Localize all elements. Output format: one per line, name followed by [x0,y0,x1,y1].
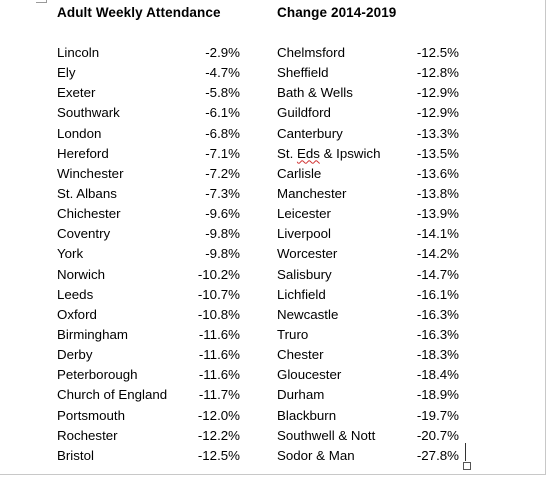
diocese-name: Derby [57,347,93,363]
diocese-name: Norwich [57,266,106,282]
diocese-name: Southwell & Nott [277,427,376,443]
diocese-name: Hereford [57,145,109,161]
diocese-name: Blackburn [277,407,337,423]
diocese-name: Salisbury [277,266,332,282]
attendance-change-value: -11.6% [198,347,240,363]
right-heading: Change 2014-2019 [277,5,397,20]
left-heading: Adult Weekly Attendance [57,5,221,20]
attendance-change-value: -18.9% [416,387,459,403]
attendance-change-value: -9.8% [205,226,240,242]
diocese-name: Southwark [57,105,120,121]
diocese-name: Sodor & Man [277,447,355,463]
attendance-change-value: -11.7% [198,387,240,403]
diocese-name: York [57,246,84,262]
resize-handle[interactable] [463,462,471,470]
diocese-name: St. Albans [57,185,117,201]
attendance-change-value: -10.8% [197,306,240,322]
attendance-change-value: -2.9% [205,45,240,60]
diocese-name: Leicester [277,206,331,222]
attendance-change-value: -5.8% [205,85,240,101]
diocese-name: Carlisle [277,165,322,181]
diocese-name: Gloucester [277,367,342,383]
diocese-name: Bath & Wells [277,85,353,101]
attendance-change-value: -14.1% [416,226,459,242]
diocese-name: Newcastle [277,306,339,322]
attendance-change-value: -11.6% [198,326,240,342]
attendance-change-value: -9.8% [205,246,240,262]
diocese-name: Durham [277,387,325,403]
attendance-change-value: -12.5% [197,447,240,463]
attendance-change-value: -18.3% [416,347,459,363]
diocese-name: Winchester [57,165,124,181]
attendance-change-value: -13.6% [416,165,459,181]
attendance-change-value: -12.0% [197,407,240,423]
attendance-change-value: -12.2% [197,427,240,443]
diocese-name: Exeter [57,85,96,101]
attendance-change-value: -13.9% [416,206,459,222]
text-boundary-mark [36,0,47,3]
attendance-change-value: -27.8% [416,447,459,463]
attendance-change-value: -12.8% [416,65,459,81]
attendance-change-value: -20.7% [416,427,459,443]
diocese-name: Chelmsford [277,45,345,60]
attendance-change-value: -10.2% [197,266,240,282]
attendance-change-value: -12.5% [416,45,459,60]
diocese-name: St. Eds & Ipswich [277,145,381,161]
attendance-change-value: -6.1% [205,105,240,121]
attendance-change-value: -14.7% [416,266,459,282]
diocese-name: Guildford [277,105,331,121]
diocese-name: Birmingham [57,326,128,342]
diocese-name: Peterborough [57,367,138,383]
diocese-name: Chester [277,347,324,363]
attendance-change-value: -18.4% [416,367,459,383]
diocese-name: Sheffield [277,65,329,81]
attendance-change-value: -10.7% [197,286,240,302]
spelling-error-underline[interactable]: Eds [296,145,320,161]
diocese-name: London [57,125,102,141]
text-cursor [465,443,466,461]
page-border-right [545,0,546,475]
diocese-name: Bristol [57,447,94,463]
attendance-change-value: -16.3% [416,306,459,322]
right-names-column: Chelmsford Sheffield Bath & Wells Guildford… [277,43,380,466]
page-border-bottom [0,474,545,475]
diocese-name: Liverpool [277,226,331,242]
attendance-change-value: -13.8% [416,185,459,201]
attendance-change-value: -6.8% [205,125,240,141]
diocese-name: Oxford [57,306,97,322]
left-values-column: -2.9% -4.7% -5.8% -6.1% -6.8% -7.1% -7.2% -7.3%… [196,43,240,466]
attendance-change-value: -11.6% [198,367,240,383]
diocese-name: Manchester [277,185,347,201]
diocese-name: Canterbury [277,125,343,141]
attendance-change-value: -12.9% [416,85,459,101]
diocese-name: Truro [277,326,309,342]
attendance-change-value: -7.2% [205,165,240,181]
diocese-name: Lincoln [57,45,100,60]
attendance-change-value: -19.7% [416,407,459,423]
attendance-change-value: -4.7% [205,65,240,81]
attendance-change-value: -14.2% [416,246,459,262]
left-names-column: Lincoln Ely Exeter Southwark London Hereford W… [57,43,167,466]
attendance-change-value: -13.3% [416,125,459,141]
diocese-name: Church of England [57,387,168,403]
attendance-change-value: -7.1% [205,145,240,161]
right-values-column: -12.5% -12.8% -12.9% -12.9% -13.3% -13.5% -13.… [412,43,459,466]
attendance-change-value: -16.1% [416,286,459,302]
diocese-name: Coventry [57,226,111,242]
diocese-name: Ely [57,65,76,81]
diocese-name: Lichfield [277,286,326,302]
attendance-change-value: -7.3% [205,185,240,201]
diocese-name: Leeds [57,286,94,302]
diocese-name: Rochester [57,427,118,443]
diocese-name: Portsmouth [57,407,125,423]
diocese-name: Worcester [277,246,338,262]
attendance-change-value: -16.3% [416,326,459,342]
diocese-name: Chichester [57,206,121,222]
attendance-change-value: -12.9% [416,105,459,121]
attendance-change-value: -9.6% [205,206,240,222]
attendance-change-value: -13.5% [416,145,459,161]
